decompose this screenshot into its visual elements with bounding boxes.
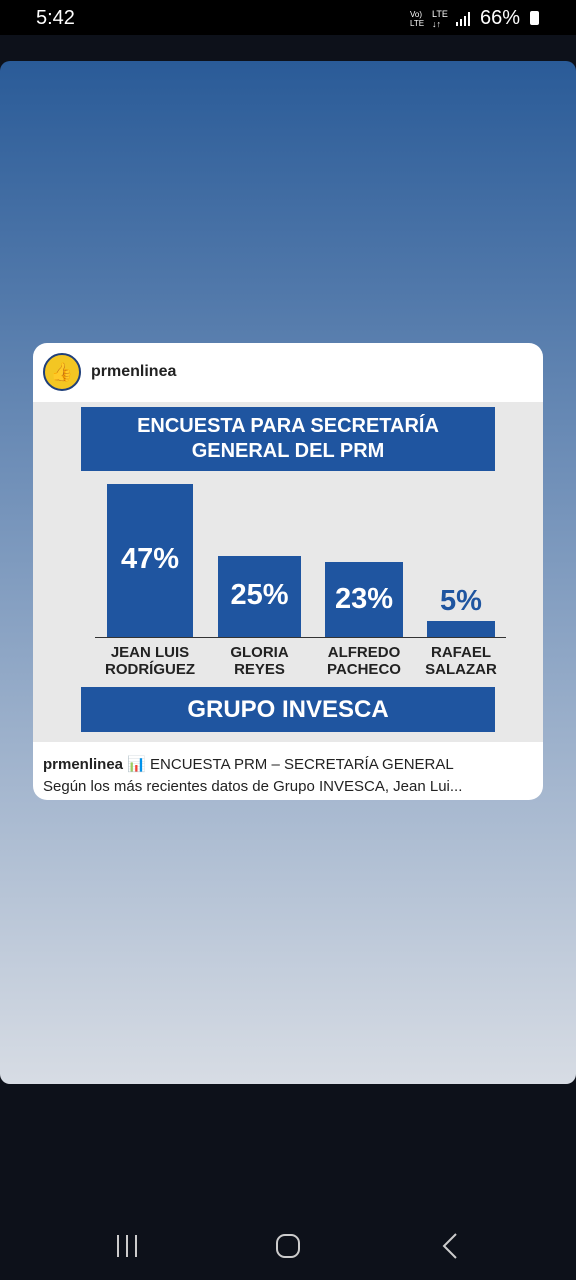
- bar: [218, 555, 301, 637]
- status-bar: 5:42 Vo) LTE LTE ↓↑ 66%: [0, 0, 576, 35]
- svg-text:↓↑: ↓↑: [432, 19, 441, 29]
- chart-title: ENCUESTA PARA SECRETARÍA GENERAL DEL PRM: [137, 415, 439, 462]
- username[interactable]: prmenlinea: [91, 363, 177, 380]
- value-label: 47%: [120, 543, 180, 576]
- post-card[interactable]: 👍 prmenlinea ENCUESTA PARA SECRETARÍA GE…: [33, 343, 543, 800]
- category-label: ALFREDO PACHECO: [327, 644, 401, 678]
- caption-user[interactable]: prmenlinea: [43, 756, 124, 773]
- baseline: [95, 637, 506, 638]
- signal-icons: Vo)LTE LTE↓↑: [410, 9, 470, 29]
- value-label: 5%: [440, 584, 482, 617]
- avatar[interactable]: 👍: [43, 353, 81, 391]
- bar: [325, 562, 403, 637]
- caption-text: 📊 ENCUESTA PRM – SECRETARÍA GENERAL: [127, 756, 454, 773]
- chart-footer: GRUPO INVESCA: [81, 687, 495, 732]
- back-button[interactable]: [442, 1233, 457, 1259]
- svg-text:Vo): Vo): [410, 10, 422, 19]
- clock: 5:42: [36, 7, 75, 29]
- home-button[interactable]: [276, 1234, 300, 1258]
- post-image: ENCUESTA PARA SECRETARÍA GENERAL DEL PRM…: [33, 402, 543, 742]
- caption-line: Según los más recientes datos de Grupo I…: [43, 778, 463, 795]
- caption-line: prmenlinea 📊 ENCUESTA PRM – SECRETARÍA G…: [43, 755, 454, 773]
- bar: [107, 483, 193, 637]
- chart-title-box: ENCUESTA PARA SECRETARÍA GENERAL DEL PRM: [81, 407, 495, 471]
- bar: [427, 620, 495, 637]
- category-label: RAFAEL SALAZAR: [425, 644, 497, 678]
- battery-level: 66%: [480, 7, 521, 29]
- battery-icon: [530, 11, 539, 25]
- svg-text:LTE: LTE: [410, 19, 424, 28]
- svg-text:LTE: LTE: [432, 9, 448, 19]
- category-label: JEAN LUIS RODRÍGUEZ: [105, 644, 195, 678]
- category-label: GLORIA REYES: [230, 644, 289, 678]
- value-label: 23%: [334, 582, 394, 615]
- nav-bar: [117, 1233, 457, 1259]
- value-label: 25%: [230, 579, 289, 612]
